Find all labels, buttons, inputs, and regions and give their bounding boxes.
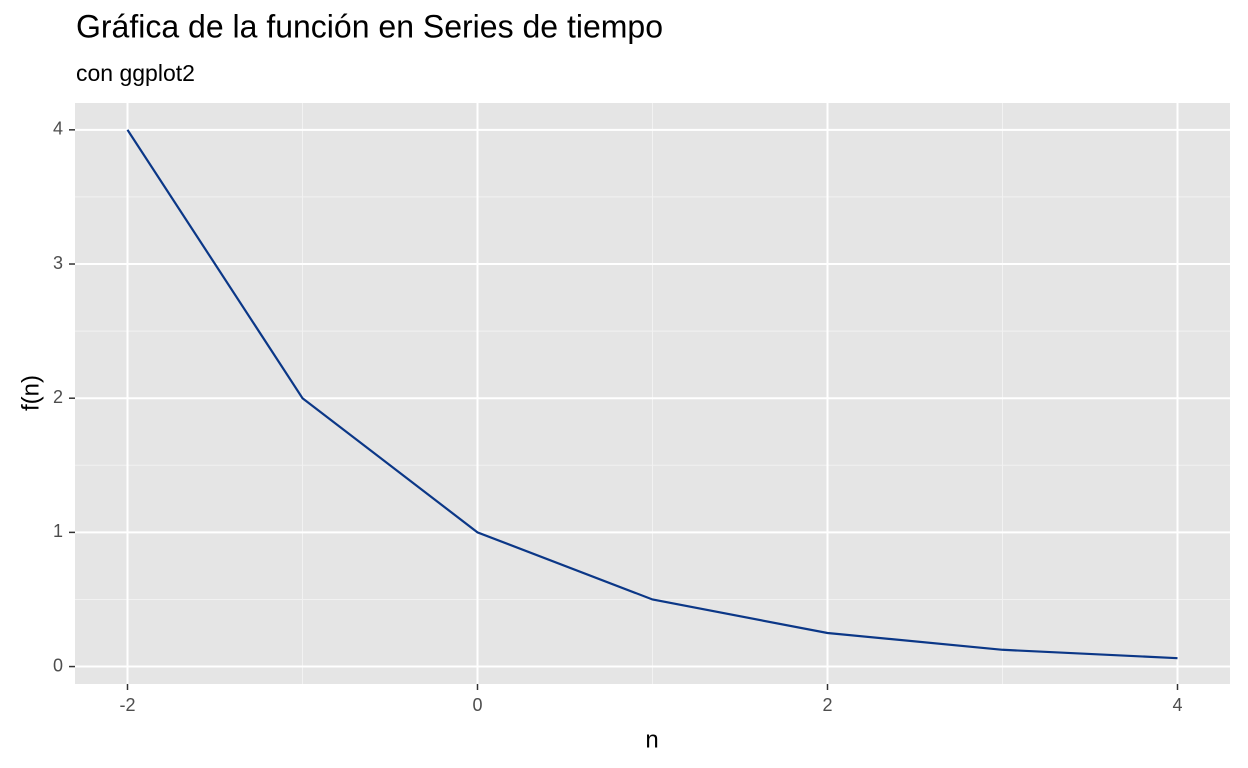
x-tick-label: 4 — [1172, 695, 1182, 715]
y-axis-title: f(n) — [17, 375, 44, 411]
x-tick-label: -2 — [119, 695, 135, 715]
x-tick-label: 0 — [472, 695, 482, 715]
chart-subtitle: con ggplot2 — [76, 60, 195, 86]
y-tick-label: 4 — [53, 119, 63, 139]
line — [126, 129, 1178, 660]
y-tick-label: 3 — [53, 253, 63, 273]
x-axis-title: n — [645, 726, 658, 753]
x-tick-label: 2 — [822, 695, 832, 715]
y-tick-label: 1 — [53, 521, 63, 541]
y-tick-label: 0 — [53, 655, 63, 675]
y-tick-label: 2 — [53, 387, 63, 407]
chart-title: Gráfica de la función en Series de tiemp… — [76, 8, 663, 44]
